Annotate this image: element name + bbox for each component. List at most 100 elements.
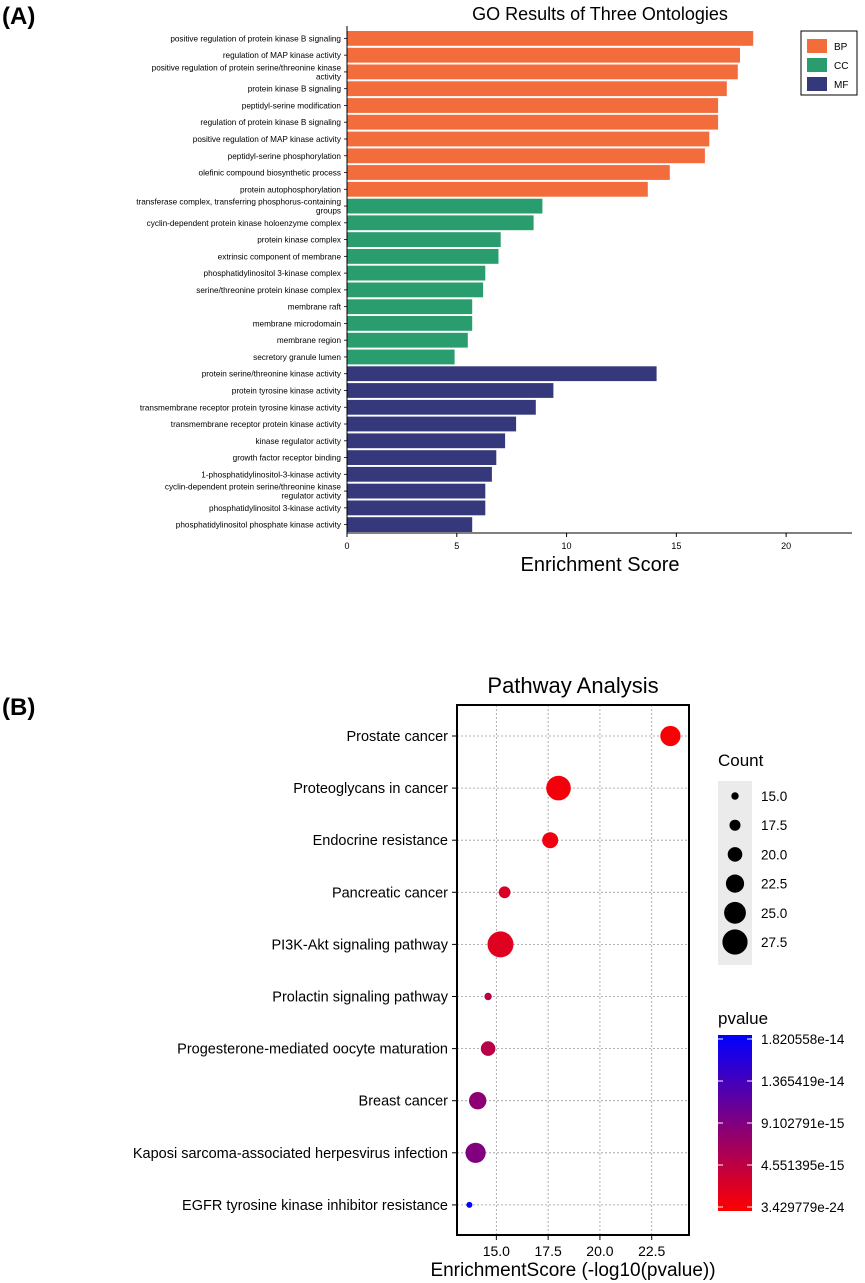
pathway-point — [542, 832, 559, 849]
count-legend-dot — [724, 901, 746, 924]
go-bar — [347, 198, 543, 214]
go-bar-label: regulation of protein kinase B signaling — [200, 118, 341, 127]
go-bar-label: membrane microdomain — [253, 319, 342, 328]
go-bar — [347, 131, 710, 147]
go-legend-label: MF — [834, 80, 848, 91]
go-bar-label: membrane region — [277, 336, 342, 345]
go-bar-label: 1-phosphatidylinositol-3-kinase activity — [201, 470, 342, 479]
go-bar-label: kinase regulator activity — [255, 437, 341, 446]
go-legend-swatch — [807, 77, 827, 91]
pvalue-label: 9.102791e-15 — [761, 1116, 844, 1131]
pathway-label: Prostate cancer — [346, 729, 448, 745]
pathway-chart-xlabel: EnrichmentScore (-log10(pvalue)) — [430, 1260, 715, 1281]
go-bar-label: extrinsic component of membrane — [218, 252, 342, 261]
go-bar-label: protein kinase complex — [257, 236, 341, 245]
pvalue-label: 1.365419e-14 — [761, 1074, 845, 1089]
pathway-point — [546, 775, 571, 801]
go-bar — [347, 500, 486, 516]
go-bar-label: cyclin-dependent protein serine/threonin… — [165, 483, 342, 501]
pathway-label: Endocrine resistance — [313, 833, 448, 849]
pathway-point — [487, 931, 514, 958]
pathway-xtick-label: 17.5 — [535, 1243, 562, 1259]
pathway-label: Proteoglycans in cancer — [293, 781, 448, 797]
count-legend-dot — [729, 819, 741, 831]
go-bar-label: positive regulation of protein serine/th… — [152, 63, 342, 81]
go-bar-label: transmembrane receptor protein tyrosine … — [140, 403, 342, 412]
pvalue-colorbar — [718, 1035, 752, 1211]
go-xtick-label: 0 — [344, 541, 349, 551]
go-bar — [347, 316, 473, 331]
go-bar-label: olefinic compound biosynthetic process — [199, 169, 341, 178]
pathway-label: Prolactin signaling pathway — [272, 990, 448, 1006]
go-bar-label: protein autophosphorylation — [240, 185, 341, 194]
pathway-point — [660, 725, 681, 747]
go-bar-label: transmembrane receptor protein kinase ac… — [171, 420, 342, 429]
go-bar — [347, 81, 727, 97]
go-bar — [347, 47, 740, 63]
go-bar — [347, 249, 499, 264]
go-bar-label: growth factor receptor binding — [233, 454, 342, 463]
pathway-point — [498, 886, 511, 899]
go-legend-label: CC — [834, 61, 848, 72]
go-bar — [347, 114, 719, 130]
pathway-point — [484, 992, 492, 1001]
pvalue-label: 4.551395e-15 — [761, 1158, 844, 1173]
pathway-plot-frame — [456, 704, 690, 1236]
count-legend-dot — [731, 792, 739, 800]
go-legend: BP CC MF — [800, 30, 858, 96]
pathway-label: Progesterone-mediated oocyte maturation — [177, 1042, 448, 1058]
go-bar-label: phosphatidylinositol 3-kinase activity — [209, 504, 342, 513]
pathway-xtick-label: 22.5 — [638, 1243, 665, 1259]
pathway-label: Breast cancer — [359, 1094, 449, 1110]
pvalue-legend: 1.820558e-14 1.365419e-14 9.102791e-15 4.55… — [718, 1032, 845, 1215]
go-bar — [347, 31, 754, 46]
go-bar — [347, 148, 705, 164]
pathway-xtick-label: 20.0 — [586, 1243, 613, 1259]
pvalue-label: 1.820558e-14 — [761, 1032, 845, 1047]
go-bar — [347, 466, 492, 482]
go-bar — [347, 349, 455, 365]
pathway-point — [465, 1142, 486, 1163]
count-legend: 15.0 17.5 20.0 22.5 25.0 27.5 — [718, 781, 787, 965]
go-bar-label: protein kinase B signaling — [248, 85, 342, 94]
count-legend-dot — [727, 847, 743, 862]
go-xtick-label: 5 — [454, 541, 459, 551]
pathway-label: EGFR tyrosine kinase inhibitor resistanc… — [182, 1198, 448, 1214]
go-bar-label: peptidyl-serine modification — [242, 101, 342, 110]
pathway-label: Kaposi sarcoma-associated herpesvirus in… — [133, 1146, 448, 1162]
go-bar-label: transferase complex, transferring phosph… — [136, 198, 341, 216]
count-legend-label: 27.5 — [761, 935, 787, 950]
go-bar-label: peptidyl-serine phosphorylation — [228, 152, 342, 161]
go-bar — [347, 416, 517, 432]
go-bar — [347, 165, 670, 180]
go-bar — [347, 232, 501, 247]
count-legend-dot — [722, 929, 748, 955]
pathway-dot-plot: Pathway Analysis EnrichmentScore (-log10… — [133, 673, 845, 1281]
pathway-label: PI3K-Akt signaling pathway — [271, 937, 448, 953]
go-bar — [347, 332, 468, 348]
count-legend-dot — [725, 874, 745, 893]
go-xtick-label: 20 — [781, 541, 791, 551]
go-bar-label: secretory granule lumen — [253, 353, 341, 362]
panel-label-b: (B) — [2, 694, 35, 721]
go-bar — [347, 98, 719, 113]
go-bar-label: protein tyrosine kinase activity — [232, 386, 342, 395]
count-legend-label: 25.0 — [761, 906, 787, 921]
go-bar — [347, 64, 738, 80]
count-legend-title: Count — [718, 751, 764, 770]
go-xtick-label: 10 — [562, 541, 572, 551]
go-bar-label: membrane raft — [288, 303, 342, 312]
pathway-xtick-label: 15.0 — [483, 1243, 510, 1259]
go-bar-label: positive regulation of protein kinase B … — [170, 34, 341, 43]
go-bar — [347, 517, 473, 532]
go-chart-xlabel: Enrichment Score — [521, 554, 680, 576]
go-bar — [347, 282, 484, 298]
pathway-label: Pancreatic cancer — [332, 885, 448, 901]
pvalue-legend-title: pvalue — [718, 1009, 768, 1028]
go-chart-title: GO Results of Three Ontologies — [472, 4, 728, 24]
count-legend-label: 17.5 — [761, 818, 787, 833]
go-bar — [347, 265, 486, 281]
go-legend-swatch — [807, 58, 827, 72]
go-bar-label: cyclin-dependent protein kinase holoenzy… — [147, 219, 341, 228]
